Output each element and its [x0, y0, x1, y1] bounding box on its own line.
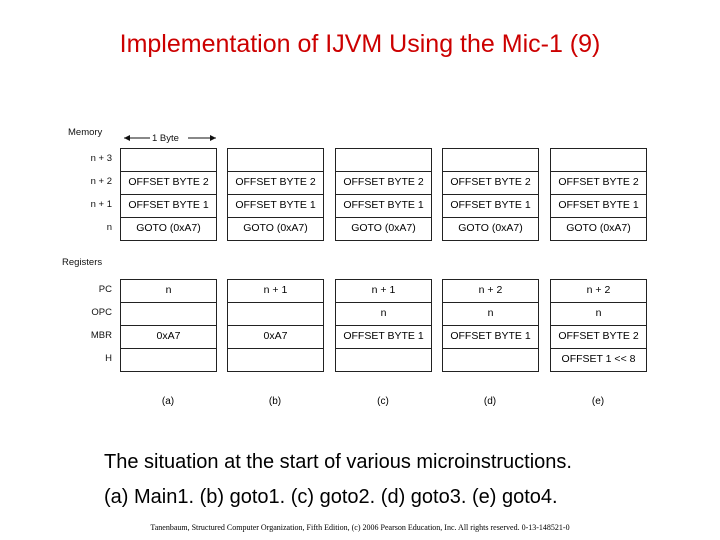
register-cell: n + 2: [550, 279, 647, 303]
registers-label: Registers: [62, 257, 103, 268]
memory-cell: [335, 148, 432, 172]
memory-cell: OFFSET BYTE 2: [120, 171, 217, 195]
column-label: (a): [161, 396, 175, 407]
memory-cell: OFFSET BYTE 1: [550, 194, 647, 218]
memory-row-label: n + 2: [90, 176, 112, 187]
memory-row-label: n + 1: [90, 199, 112, 210]
memory-cell: GOTO (0xA7): [442, 217, 539, 241]
memory-cell: GOTO (0xA7): [227, 217, 324, 241]
register-cell: n + 1: [227, 279, 324, 303]
column-label: (c): [377, 396, 389, 407]
memory-cell: [120, 148, 217, 172]
register-cell: [120, 348, 217, 372]
memory-cell: OFFSET BYTE 1: [227, 194, 324, 218]
register-row-label: MBR: [90, 330, 112, 341]
memory-cell: OFFSET BYTE 1: [335, 194, 432, 218]
memory-label: Memory: [68, 127, 103, 138]
memory-cell: OFFSET BYTE 2: [442, 171, 539, 195]
register-cell: n: [550, 302, 647, 326]
register-cell: n: [442, 302, 539, 326]
register-cell: n: [335, 302, 432, 326]
caption-line-2: (a) Main1. (b) goto1. (c) goto2. (d) got…: [104, 486, 558, 508]
memory-cell: OFFSET BYTE 2: [550, 171, 647, 195]
register-cell: 0xA7: [120, 325, 217, 349]
register-cell: [227, 348, 324, 372]
memory-cell: GOTO (0xA7): [550, 217, 647, 241]
memory-row-label: n: [106, 222, 112, 233]
copyright-footer: Tanenbaum, Structured Computer Organizat…: [150, 523, 570, 532]
register-cell: OFFSET BYTE 2: [550, 325, 647, 349]
memory-row-label: n + 3: [90, 153, 112, 164]
memory-cell: OFFSET BYTE 2: [227, 171, 324, 195]
memory-cell: [442, 148, 539, 172]
register-cell: n + 2: [442, 279, 539, 303]
register-cell: [120, 302, 217, 326]
register-cell: [442, 348, 539, 372]
register-cell: n: [120, 279, 217, 303]
register-cell: OFFSET 1 << 8: [550, 348, 647, 372]
column-label: (b): [268, 396, 282, 407]
memory-cell: GOTO (0xA7): [120, 217, 217, 241]
memory-cell: OFFSET BYTE 1: [120, 194, 217, 218]
slide-title: Implementation of IJVM Using the Mic-1 (…: [119, 30, 601, 58]
register-row-label: PC: [98, 284, 112, 295]
register-cell: [227, 302, 324, 326]
column-label: (e): [591, 396, 605, 407]
register-row-label: OPC: [91, 307, 112, 318]
byte-label: 1 Byte: [152, 133, 179, 144]
register-cell: 0xA7: [227, 325, 324, 349]
byte-width-arrow-icon: [124, 135, 216, 141]
memory-cell: OFFSET BYTE 1: [442, 194, 539, 218]
register-cell: OFFSET BYTE 1: [442, 325, 539, 349]
caption-line-1: The situation at the start of various mi…: [104, 451, 572, 473]
column-label: (d): [483, 396, 497, 407]
register-row-label: H: [105, 353, 112, 364]
memory-cell: [550, 148, 647, 172]
memory-cell: [227, 148, 324, 172]
register-cell: [335, 348, 432, 372]
memory-cell: OFFSET BYTE 2: [335, 171, 432, 195]
memory-cell: GOTO (0xA7): [335, 217, 432, 241]
register-cell: OFFSET BYTE 1: [335, 325, 432, 349]
register-cell: n + 1: [335, 279, 432, 303]
